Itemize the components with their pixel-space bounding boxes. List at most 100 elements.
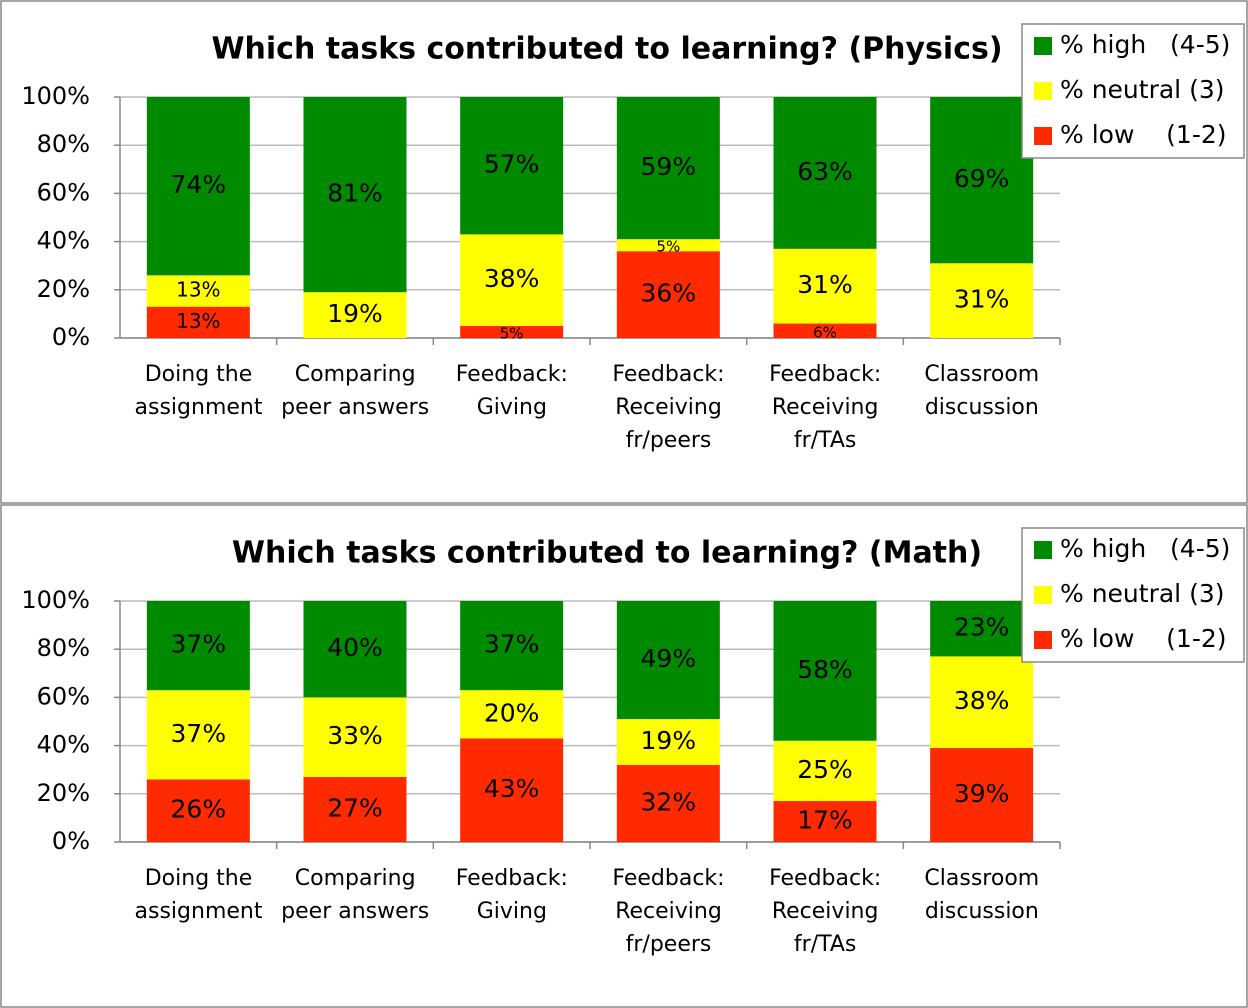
x-tick-label: Feedback: Receiving fr/peers	[612, 866, 725, 957]
data-label: 39%	[954, 779, 1010, 808]
y-tick-label: 40%	[37, 227, 90, 255]
legend-label: % neutral (3)	[1060, 75, 1225, 104]
legend-swatch	[1034, 631, 1052, 649]
legend-label: % low (1-2)	[1060, 624, 1227, 653]
legend-swatch	[1034, 82, 1052, 100]
y-tick-label: 20%	[37, 779, 90, 807]
data-label: 6%	[813, 323, 837, 341]
bar-segment	[616, 239, 720, 252]
data-label: 58%	[797, 655, 853, 684]
x-tick-label: Feedback: Giving	[455, 362, 568, 420]
legend-label: % low (1-2)	[1060, 120, 1227, 149]
x-tick-label: Feedback: Giving	[455, 866, 568, 924]
bar-segment	[930, 656, 1034, 749]
legend-label: % high (4-5)	[1060, 30, 1231, 59]
y-tick-label: 20%	[37, 275, 90, 303]
data-label: 31%	[797, 270, 853, 299]
chart-title: Which tasks contributed to learning? (Ma…	[232, 536, 982, 571]
bar-segment	[146, 275, 250, 307]
y-tick-label: 60%	[37, 178, 90, 206]
bar-segment	[616, 251, 720, 338]
legend-swatch	[1034, 541, 1052, 559]
data-label: 40%	[327, 633, 383, 662]
data-label: 74%	[171, 170, 227, 199]
bar-segment	[460, 325, 564, 338]
bar-segment	[930, 263, 1034, 338]
data-label: 25%	[797, 755, 853, 784]
data-label: 26%	[171, 795, 227, 824]
data-label: 13%	[176, 309, 220, 333]
bar-segment	[146, 690, 250, 780]
bar-segment	[773, 97, 877, 249]
bar-segment	[303, 776, 407, 842]
x-tick-label: Feedback: Receiving fr/peers	[612, 362, 725, 453]
y-tick-label: 100%	[21, 82, 90, 110]
data-label: 13%	[176, 278, 220, 302]
chart-title: Which tasks contributed to learning? (Ph…	[211, 32, 1002, 67]
bar-segment	[460, 234, 564, 326]
bar-segment	[303, 97, 407, 293]
data-label: 5%	[500, 324, 524, 342]
data-label: 37%	[171, 630, 227, 659]
x-tick-label: Doing the assignment	[134, 362, 263, 420]
bar-segment	[773, 248, 877, 324]
x-tick-label: Doing the assignment	[134, 866, 263, 924]
legend-label: % neutral (3)	[1060, 579, 1225, 608]
data-label: 37%	[171, 719, 227, 748]
x-tick-label: Feedback: Receiving fr/TAs	[769, 866, 882, 957]
bar-segment	[930, 748, 1034, 842]
legend-swatch	[1034, 127, 1052, 145]
data-label: 31%	[954, 285, 1010, 314]
data-label: 43%	[484, 774, 540, 803]
bar-segment	[930, 601, 1034, 657]
data-label: 38%	[954, 686, 1010, 715]
bar-segment	[616, 97, 720, 240]
x-tick-label: Feedback: Receiving fr/TAs	[769, 362, 882, 453]
data-label: 33%	[327, 721, 383, 750]
bar-segment	[773, 801, 877, 842]
bar-segment	[616, 719, 720, 765]
data-label: 23%	[954, 613, 1010, 642]
panel-border	[0, 0, 1248, 504]
bar-segment	[930, 97, 1034, 264]
data-label: 19%	[641, 726, 697, 755]
data-label: 36%	[641, 279, 697, 308]
bar-segment	[460, 690, 564, 739]
data-label: 49%	[641, 644, 697, 673]
legend-swatch	[1034, 37, 1052, 55]
y-tick-label: 60%	[37, 682, 90, 710]
data-label: 20%	[484, 698, 540, 727]
bar-segment	[303, 292, 407, 338]
bar-segment	[303, 697, 407, 777]
x-tick-label: Classroom discussion	[924, 362, 1040, 420]
y-tick-label: 100%	[21, 586, 90, 614]
y-tick-label: 0%	[52, 827, 90, 855]
data-label: 27%	[327, 793, 383, 822]
data-label: 5%	[656, 238, 680, 256]
data-label: 38%	[484, 264, 540, 293]
x-tick-label: Classroom discussion	[924, 866, 1040, 924]
data-label: 19%	[327, 299, 383, 328]
panel-border	[0, 504, 1248, 1008]
bar-segment	[460, 601, 564, 691]
y-tick-label: 80%	[37, 634, 90, 662]
data-label: 37%	[484, 630, 540, 659]
data-label: 81%	[327, 179, 383, 208]
bar-segment	[773, 323, 877, 338]
bar-segment	[616, 764, 720, 842]
data-label: 59%	[641, 152, 697, 181]
y-tick-label: 80%	[37, 130, 90, 158]
bar-segment	[616, 601, 720, 720]
legend-label: % high (4-5)	[1060, 534, 1231, 563]
bar-segment	[773, 740, 877, 802]
legend-box	[1021, 527, 1245, 663]
y-tick-label: 0%	[52, 323, 90, 351]
x-tick-label: Comparing peer answers	[281, 866, 430, 924]
legend-box	[1021, 23, 1245, 159]
data-label: 32%	[641, 787, 697, 816]
bar-segment	[146, 601, 250, 691]
y-tick-label: 40%	[37, 731, 90, 759]
bar-segment	[303, 601, 407, 698]
data-label: 17%	[797, 806, 853, 835]
